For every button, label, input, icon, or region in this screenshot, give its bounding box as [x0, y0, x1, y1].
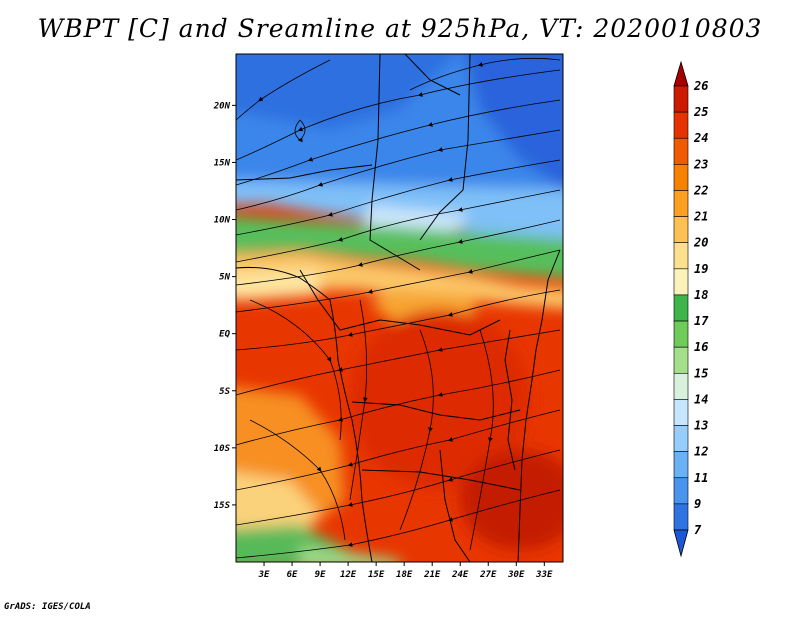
- lon-label: 27E: [479, 570, 497, 580]
- colorbar-label: 15: [694, 366, 708, 380]
- lat-label: 20N: [213, 101, 231, 111]
- map-frame: [235, 53, 564, 563]
- lon-label: 21E: [423, 570, 441, 580]
- colorbar-label: 9: [694, 497, 701, 511]
- lon-label: 3E: [258, 570, 270, 580]
- colorbar-label: 22: [693, 183, 708, 197]
- lon-label: 18E: [396, 570, 413, 580]
- colorbar-segment: [673, 111, 689, 139]
- colorbar-label: 16: [694, 340, 708, 354]
- colorbar-label: 14: [694, 392, 708, 406]
- colorbar-segment: [673, 164, 689, 191]
- grads-credit: GrADS: IGES/COLA: [4, 602, 91, 612]
- colorbar-bottom-arrow: [673, 529, 689, 558]
- lat-label: 15N: [214, 158, 231, 168]
- streamlines: [236, 57, 561, 559]
- colorbar-label: 26: [693, 79, 708, 93]
- colorbar-segment: [673, 425, 689, 452]
- colorbar-label: 13: [694, 419, 708, 433]
- lat-label: EQ: [219, 330, 230, 340]
- colorbar-segment: [673, 190, 689, 217]
- colorbar-segment: [673, 399, 689, 426]
- colorbar-segment: [673, 216, 689, 244]
- colorbar-label: 19: [694, 262, 708, 276]
- colorbar-label: 12: [694, 445, 708, 459]
- colorbar-label: 11: [694, 471, 708, 485]
- colorbar-label: 18: [694, 288, 708, 302]
- colorbar-label: 25: [693, 105, 708, 119]
- colorbar-top-arrow: [673, 60, 689, 87]
- lon-label: 15E: [368, 570, 385, 580]
- plot-title: WBPT [C] and Sreamline at 925hPa, VT: 20…: [37, 14, 763, 43]
- lat-label: 15S: [214, 501, 231, 511]
- colorbar-label: 23: [693, 157, 708, 171]
- lon-label: 24E: [451, 570, 469, 580]
- colorbar-segment: [673, 268, 689, 296]
- colorbar: 26 25 24 23 22 21 20 19 18 17 16 15 14 13 12 11 9 7: [673, 60, 709, 558]
- lon-label: 33E: [535, 570, 553, 580]
- lon-label: 30E: [507, 570, 525, 580]
- colorbar-segment: [673, 477, 689, 505]
- colorbar-segment: [673, 242, 689, 270]
- wbpt-field: [236, 54, 563, 562]
- lat-label: 5N: [219, 273, 230, 283]
- colorbar-label: 21: [693, 210, 708, 224]
- colorbar-label: 20: [693, 236, 708, 250]
- lon-label: 9E: [315, 570, 326, 580]
- colorbar-label: 7: [694, 523, 702, 537]
- colorbar-label: 24: [693, 131, 708, 145]
- colorbar-segment: [673, 320, 689, 348]
- colorbar-segment: [673, 294, 689, 322]
- colorbar-segment: [673, 85, 689, 113]
- lat-label: 5S: [219, 387, 230, 397]
- colorbar-segment: [673, 137, 689, 165]
- colorbar-segment: [673, 372, 689, 400]
- colorbar-segment: [673, 451, 689, 479]
- colorbar-segment: [673, 346, 689, 374]
- lat-label: 10S: [214, 444, 231, 454]
- latitude-axis: 20N 15N 10N 5N EQ 5S 10S 15S: [213, 101, 236, 511]
- lat-label: 10N: [214, 216, 231, 226]
- lon-label: 6E: [287, 570, 298, 580]
- longitude-axis: 3E 6E 9E 12E 15E 18E 21E 24E 27E 30E 33E: [258, 562, 553, 580]
- colorbar-segment: [673, 503, 689, 531]
- colorbar-label: 17: [694, 314, 709, 328]
- lon-label: 12E: [340, 570, 357, 580]
